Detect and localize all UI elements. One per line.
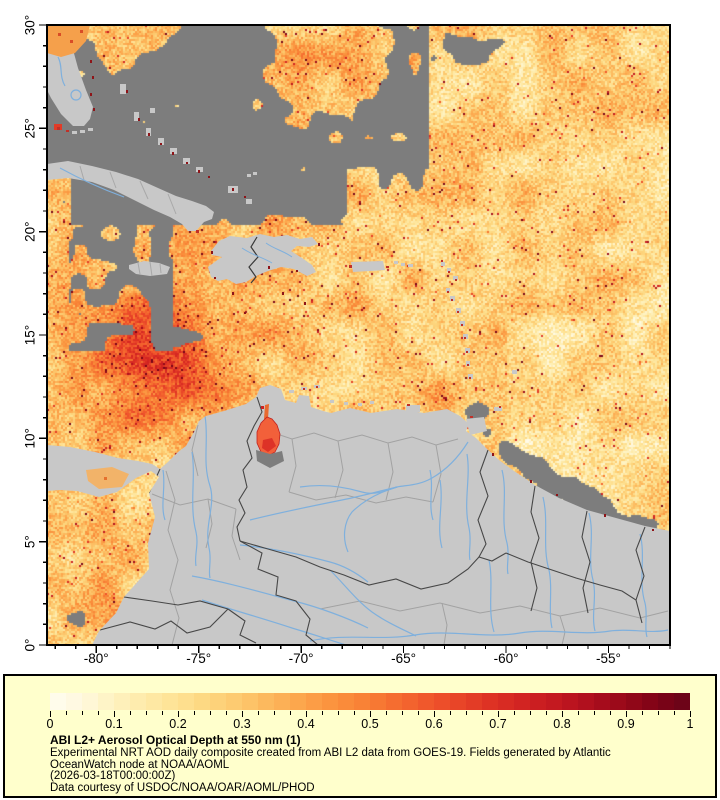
colorbar-tick-label: 0.9 [617, 717, 635, 731]
colorbar-tick [658, 711, 659, 715]
colorbar-tick [386, 711, 387, 715]
colorbar-tick [50, 711, 51, 717]
colorbar-tick [242, 711, 243, 717]
colorbar-tick [274, 711, 275, 715]
colorbar-tick [82, 711, 83, 715]
legend-courtesy: Data courtesy of USDOC/NOAA/OAR/AOML/PHO… [50, 781, 315, 794]
legend-text-block: ABI L2+ Aerosol Optical Depth at 550 nm … [50, 733, 611, 794]
colorbar-tick [322, 711, 323, 715]
y-axis-tick-label: 5° [23, 535, 38, 548]
colorbar-tick [562, 711, 563, 717]
legend-description-line1: Experimental NRT AOD daily composite cre… [50, 747, 611, 759]
lesser-antilles [289, 262, 517, 435]
landmass-puerto-rico [351, 261, 413, 272]
haiti-dr-border [248, 236, 259, 284]
y-axis-tick-label: 15° [23, 325, 38, 345]
x-axis-tick-label: -60° [494, 651, 519, 666]
colorbar-tick [514, 711, 515, 715]
map-overlay: -80° -75° -70° -65° -60° -55° 30° 25° 20° 15° 10°… [23, 15, 671, 666]
colorbar-tick [354, 711, 355, 715]
colorbar-tick [466, 711, 467, 715]
colorbar-tick [338, 711, 339, 715]
x-axis-tick-label: -75° [186, 651, 211, 666]
colorbar-tick-label: 0 [46, 717, 54, 731]
x-axis-ticks [54, 645, 671, 653]
colorbar-tick [434, 711, 435, 717]
lake-okeechobee [70, 89, 82, 101]
colorbar-tick [594, 711, 595, 715]
landmass-south-america [47, 385, 670, 645]
colorbar-tick-label: 0.2 [169, 717, 187, 731]
y-axis-tick-label: 25° [23, 118, 38, 138]
colorbar-tick [418, 711, 419, 715]
colorbar-tick [178, 711, 179, 717]
colorbar-tick [130, 711, 131, 715]
landmass-jamaica [129, 261, 170, 277]
colorbar-tick [578, 711, 579, 715]
rivers [162, 415, 669, 645]
colorbar-tick [370, 711, 371, 717]
colorbar-tick-label: 0.6 [425, 717, 443, 731]
colorbar-tick [114, 711, 115, 717]
lake-maracaibo-aod [256, 404, 284, 468]
y-axis-labels: 30° 25° 20° 15° 10° 5° 0° [23, 15, 38, 652]
colorbar-tick [546, 711, 547, 715]
colorbar-tick-label: 0.5 [361, 717, 379, 731]
colorbar-tick [690, 711, 691, 717]
x-axis-tick-label: -65° [391, 651, 416, 666]
colorbar-tick [450, 711, 451, 715]
colorbar-tick-label: 0.1 [105, 717, 123, 731]
colorbar-tick [610, 711, 611, 715]
landmass-hispaniola [208, 234, 318, 284]
country-borders [99, 396, 646, 645]
x-axis-labels: -80° -75° -70° -65° -60° -55° [84, 651, 621, 666]
x-axis-tick-label: -80° [84, 651, 109, 666]
colorbar-tick [258, 711, 259, 715]
x-axis-tick-label: -70° [289, 651, 314, 666]
colorbar-tick [306, 711, 307, 717]
colorbar-tick [226, 711, 227, 715]
colorbar [50, 693, 690, 710]
y-axis-tick-label: 0° [23, 639, 38, 652]
state-lines [151, 424, 669, 645]
y-axis-tick-label: 30° [23, 15, 38, 35]
colorbar-tick [498, 711, 499, 717]
y-axis-tick-label: 20° [23, 221, 38, 241]
y-axis-tick-label: 10° [23, 428, 38, 448]
legend-title: ABI L2+ Aerosol Optical Depth at 550 nm … [50, 733, 301, 747]
colorbar-tick [194, 711, 195, 715]
colorbar-tick [98, 711, 99, 715]
st-johns-river [57, 56, 66, 87]
colorbar-tick [642, 711, 643, 715]
colorbar-tick [162, 711, 163, 715]
x-axis-tick-label: -55° [596, 651, 621, 666]
y-axis-ticks [39, 24, 47, 646]
legend-timestamp: (2026-03-18T00:00:00Z) [50, 770, 176, 783]
colorbar-tick [482, 711, 483, 715]
trinidad [466, 417, 487, 435]
aod-over-land-patches [86, 467, 129, 489]
colorbar-tick-label: 0.7 [489, 717, 507, 731]
landmass-florida [47, 25, 93, 134]
colorbar-tick [530, 711, 531, 715]
landmass-cuba [47, 161, 214, 231]
colorbar-tick [66, 711, 67, 715]
legend-panel: 0 0.1 0.2 0.3 0.4 0.5 0.6 0.7 0.8 0.9 1 ABI L2+ Ae… [3, 674, 717, 798]
colorbar-tick-label: 0.8 [553, 717, 571, 731]
colorbar-tick-label: 1 [686, 717, 694, 731]
colorbar-tick [626, 711, 627, 717]
coastal-aod-accents [57, 60, 654, 531]
colorbar-tick-label: 0.4 [297, 717, 315, 731]
colorbar-tick [674, 711, 675, 715]
colorbar-tick [146, 711, 147, 715]
colorbar-tick-label: 0.3 [233, 717, 251, 731]
colorbar-tick [290, 711, 291, 715]
florida-aod-patch [47, 25, 90, 57]
colorbar-tick [210, 711, 211, 715]
legend-description-line2: OceanWatch node at NOAA/AOML [50, 758, 230, 771]
colorbar-tick [402, 711, 403, 715]
